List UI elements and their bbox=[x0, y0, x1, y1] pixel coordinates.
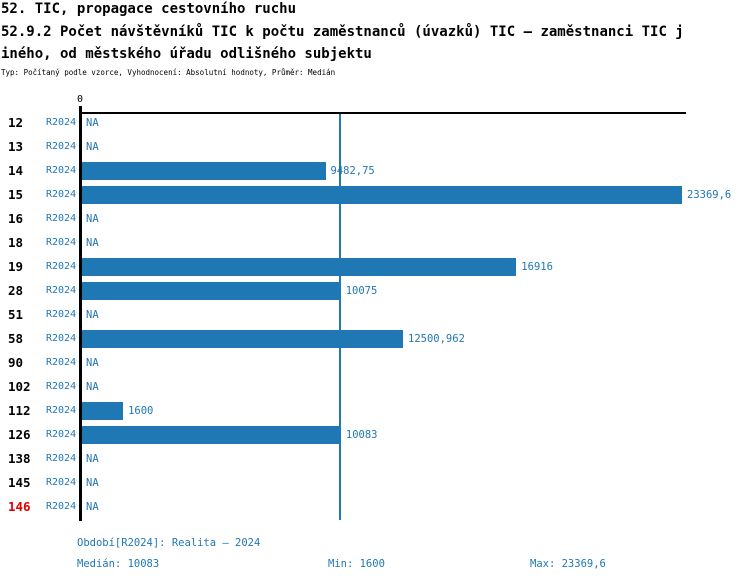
row-category-label: 145 bbox=[8, 475, 31, 490]
chart-row: 145 R2024 NA bbox=[0, 471, 750, 495]
bar bbox=[82, 282, 341, 300]
chart-row: 13 R2024 NA bbox=[0, 135, 750, 159]
row-category-label: 15 bbox=[8, 187, 24, 202]
median-line bbox=[338, 114, 341, 520]
x-axis-line bbox=[79, 112, 686, 114]
bar-value-label: 12500,962 bbox=[408, 333, 465, 345]
bar bbox=[82, 258, 517, 276]
chart-title-line2: 52.9.2 Počet návštěvníků TIC k počtu zam… bbox=[1, 24, 684, 40]
bar-value-label: 23369,6 bbox=[687, 189, 732, 201]
chart-row: 18 R2024 NA bbox=[0, 231, 750, 255]
bar-value-label: NA bbox=[86, 141, 99, 153]
row-series-label: R2024 bbox=[46, 213, 77, 224]
bar bbox=[82, 330, 403, 348]
bar-value-label: NA bbox=[86, 237, 99, 249]
row-series-label: R2024 bbox=[46, 165, 77, 176]
bar-value-label: NA bbox=[86, 381, 99, 393]
footer-min: Min: 1600 bbox=[328, 558, 385, 570]
bar-value-label: NA bbox=[86, 453, 99, 465]
chart-row: 15 R2024 23369,6 bbox=[0, 183, 750, 207]
chart-title-line3: iného, od městského úřadu odlišného subj… bbox=[1, 46, 372, 62]
row-series-label: R2024 bbox=[46, 429, 77, 440]
chart-row: 146 R2024 NA bbox=[0, 495, 750, 519]
row-series-label: R2024 bbox=[46, 405, 77, 416]
row-category-label: 102 bbox=[8, 379, 31, 394]
row-category-label: 14 bbox=[8, 163, 24, 178]
row-category-label: 58 bbox=[8, 331, 24, 346]
bar-value-label: NA bbox=[86, 501, 99, 513]
row-series-label: R2024 bbox=[46, 501, 77, 512]
row-category-label: 112 bbox=[8, 403, 31, 418]
row-category-label: 19 bbox=[8, 259, 24, 274]
bar-value-label: 1600 bbox=[128, 405, 154, 417]
bar bbox=[82, 402, 124, 420]
bar-value-label: NA bbox=[86, 213, 99, 225]
row-category-label: 13 bbox=[8, 139, 24, 154]
row-series-label: R2024 bbox=[46, 333, 77, 344]
row-category-label: 138 bbox=[8, 451, 31, 466]
chart-row: 126 R2024 10083 bbox=[0, 423, 750, 447]
chart-row: 102 R2024 NA bbox=[0, 375, 750, 399]
bar-value-label: 10083 bbox=[345, 429, 378, 441]
row-series-label: R2024 bbox=[46, 309, 77, 320]
row-category-label: 18 bbox=[8, 235, 24, 250]
bar-value-label: 9482,75 bbox=[330, 165, 375, 177]
row-series-label: R2024 bbox=[46, 453, 77, 464]
bar-value-label: NA bbox=[86, 117, 99, 129]
chart-row: 16 R2024 NA bbox=[0, 207, 750, 231]
footer-max: Max: 23369,6 bbox=[530, 558, 606, 570]
chart-row: 51 R2024 NA bbox=[0, 303, 750, 327]
row-series-label: R2024 bbox=[46, 261, 77, 272]
bar-value-label: NA bbox=[86, 477, 99, 489]
bar bbox=[82, 162, 326, 180]
y-axis-line bbox=[79, 106, 82, 521]
row-series-label: R2024 bbox=[46, 357, 77, 368]
row-category-label: 16 bbox=[8, 211, 24, 226]
chart-subtitle: Typ: Počítaný podle vzorce, Vyhodnocení:… bbox=[1, 68, 336, 77]
x-axis-zero-label: 0 bbox=[77, 94, 84, 105]
row-series-label: R2024 bbox=[46, 117, 77, 128]
row-category-label: 146 bbox=[8, 499, 31, 514]
row-series-label: R2024 bbox=[46, 189, 77, 200]
row-category-label: 90 bbox=[8, 355, 24, 370]
bar-value-label: NA bbox=[86, 309, 99, 321]
row-series-label: R2024 bbox=[46, 477, 77, 488]
row-series-label: R2024 bbox=[46, 285, 77, 296]
chart-row: 28 R2024 10075 bbox=[0, 279, 750, 303]
chart-title-line1: 52. TIC, propagace cestovního ruchu bbox=[1, 1, 297, 17]
bar bbox=[82, 426, 341, 444]
chart-row: 112 R2024 1600 bbox=[0, 399, 750, 423]
chart-row: 19 R2024 16916 bbox=[0, 255, 750, 279]
bar bbox=[82, 186, 682, 204]
row-category-label: 51 bbox=[8, 307, 24, 322]
chart-row: 12 R2024 NA bbox=[0, 111, 750, 135]
chart-row: 14 R2024 9482,75 bbox=[0, 159, 750, 183]
row-series-label: R2024 bbox=[46, 381, 77, 392]
bar-value-label: NA bbox=[86, 357, 99, 369]
footer-period: Období[R2024]: Realita – 2024 bbox=[77, 537, 261, 549]
chart-row: 58 R2024 12500,962 bbox=[0, 327, 750, 351]
chart-row: 90 R2024 NA bbox=[0, 351, 750, 375]
chart-row: 138 R2024 NA bbox=[0, 447, 750, 471]
row-series-label: R2024 bbox=[46, 141, 77, 152]
bar-value-label: 10075 bbox=[345, 285, 378, 297]
row-category-label: 28 bbox=[8, 283, 24, 298]
row-category-label: 126 bbox=[8, 427, 31, 442]
row-series-label: R2024 bbox=[46, 237, 77, 248]
bar-value-label: 16916 bbox=[521, 261, 553, 273]
footer-median: Medián: 10083 bbox=[77, 558, 160, 570]
row-category-label: 12 bbox=[8, 115, 24, 130]
